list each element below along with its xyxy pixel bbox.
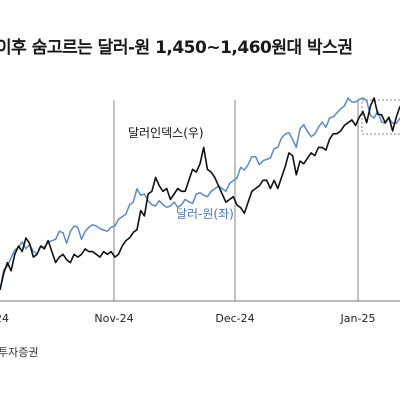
x-tick-label: Nov-24: [94, 312, 133, 325]
source-note: 투자증권: [0, 346, 39, 359]
series-line-dollar-index: [0, 97, 400, 291]
page-title: 이후 숨고르는 달러-원 1,450~1,460원대 박스권: [0, 38, 353, 58]
highlight-box: [361, 99, 400, 135]
series-label-usdkrw: 달러-원(좌): [176, 207, 234, 221]
x-tick-label: Jan-25: [340, 312, 376, 325]
x-tick-label: 24: [0, 312, 9, 325]
series-line-usdkrw: [0, 97, 400, 291]
series-label-dollar-index: 달러인덱스(우): [128, 126, 204, 140]
x-tick-label: Dec-24: [215, 312, 254, 325]
